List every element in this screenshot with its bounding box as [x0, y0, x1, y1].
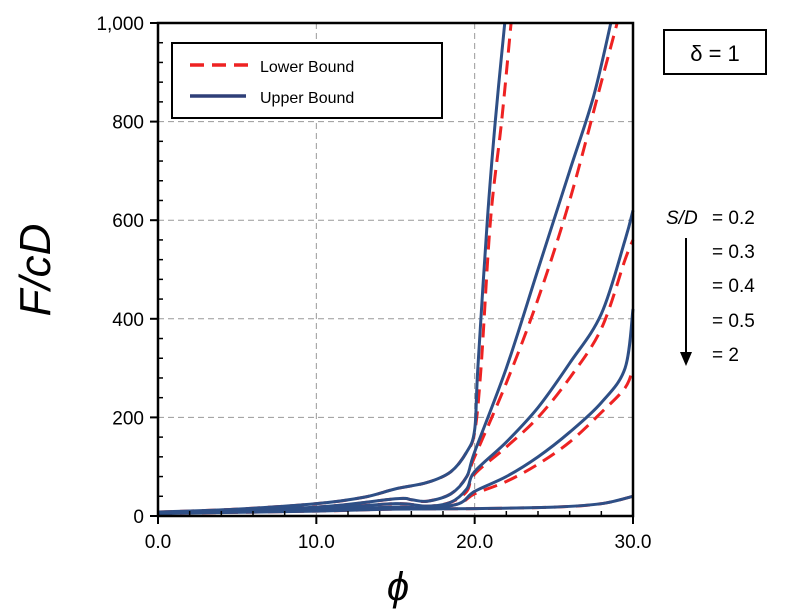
delta-box: δ = 1 — [663, 29, 767, 75]
legend-label-lower: Lower Bound — [260, 59, 354, 76]
y-tick-label: 600 — [112, 211, 144, 232]
plot-frame — [156, 21, 635, 518]
y-tick-label: 800 — [112, 113, 144, 134]
legend: Lower Bound Upper Bound — [171, 42, 443, 119]
param-value-3: = 0.5 — [712, 311, 755, 332]
y-tick-label: 0 — [133, 507, 144, 528]
param-value-2: = 0.4 — [712, 276, 755, 297]
param-value-4: = 2 — [712, 345, 739, 366]
param-value-1: = 0.3 — [712, 242, 755, 263]
x-tick-label: 30.0 — [615, 532, 652, 553]
param-value-0: = 0.2 — [712, 208, 755, 229]
series-line-upper — [157, 494, 634, 516]
series-line-upper — [157, 22, 507, 514]
param-name: S/D — [666, 208, 698, 229]
series-line-upper — [157, 209, 635, 516]
series-line-lower — [157, 367, 635, 516]
series-line-upper — [157, 308, 635, 516]
x-axis-label: ϕ — [387, 565, 409, 609]
y-axis-label: F/cD — [11, 224, 60, 317]
x-tick-label: 20.0 — [456, 532, 493, 553]
x-tick-label: 0.0 — [145, 532, 171, 553]
down-arrow-icon — [680, 238, 692, 366]
y-tick-label: 200 — [112, 408, 144, 429]
legend-label-upper: Upper Bound — [260, 90, 354, 107]
series-line-upper — [157, 22, 613, 516]
y-tick-label: 400 — [112, 310, 144, 331]
delta-label: δ = 1 — [690, 41, 740, 66]
y-tick-label: 1,000 — [96, 14, 144, 35]
x-tick-label: 10.0 — [298, 532, 335, 553]
